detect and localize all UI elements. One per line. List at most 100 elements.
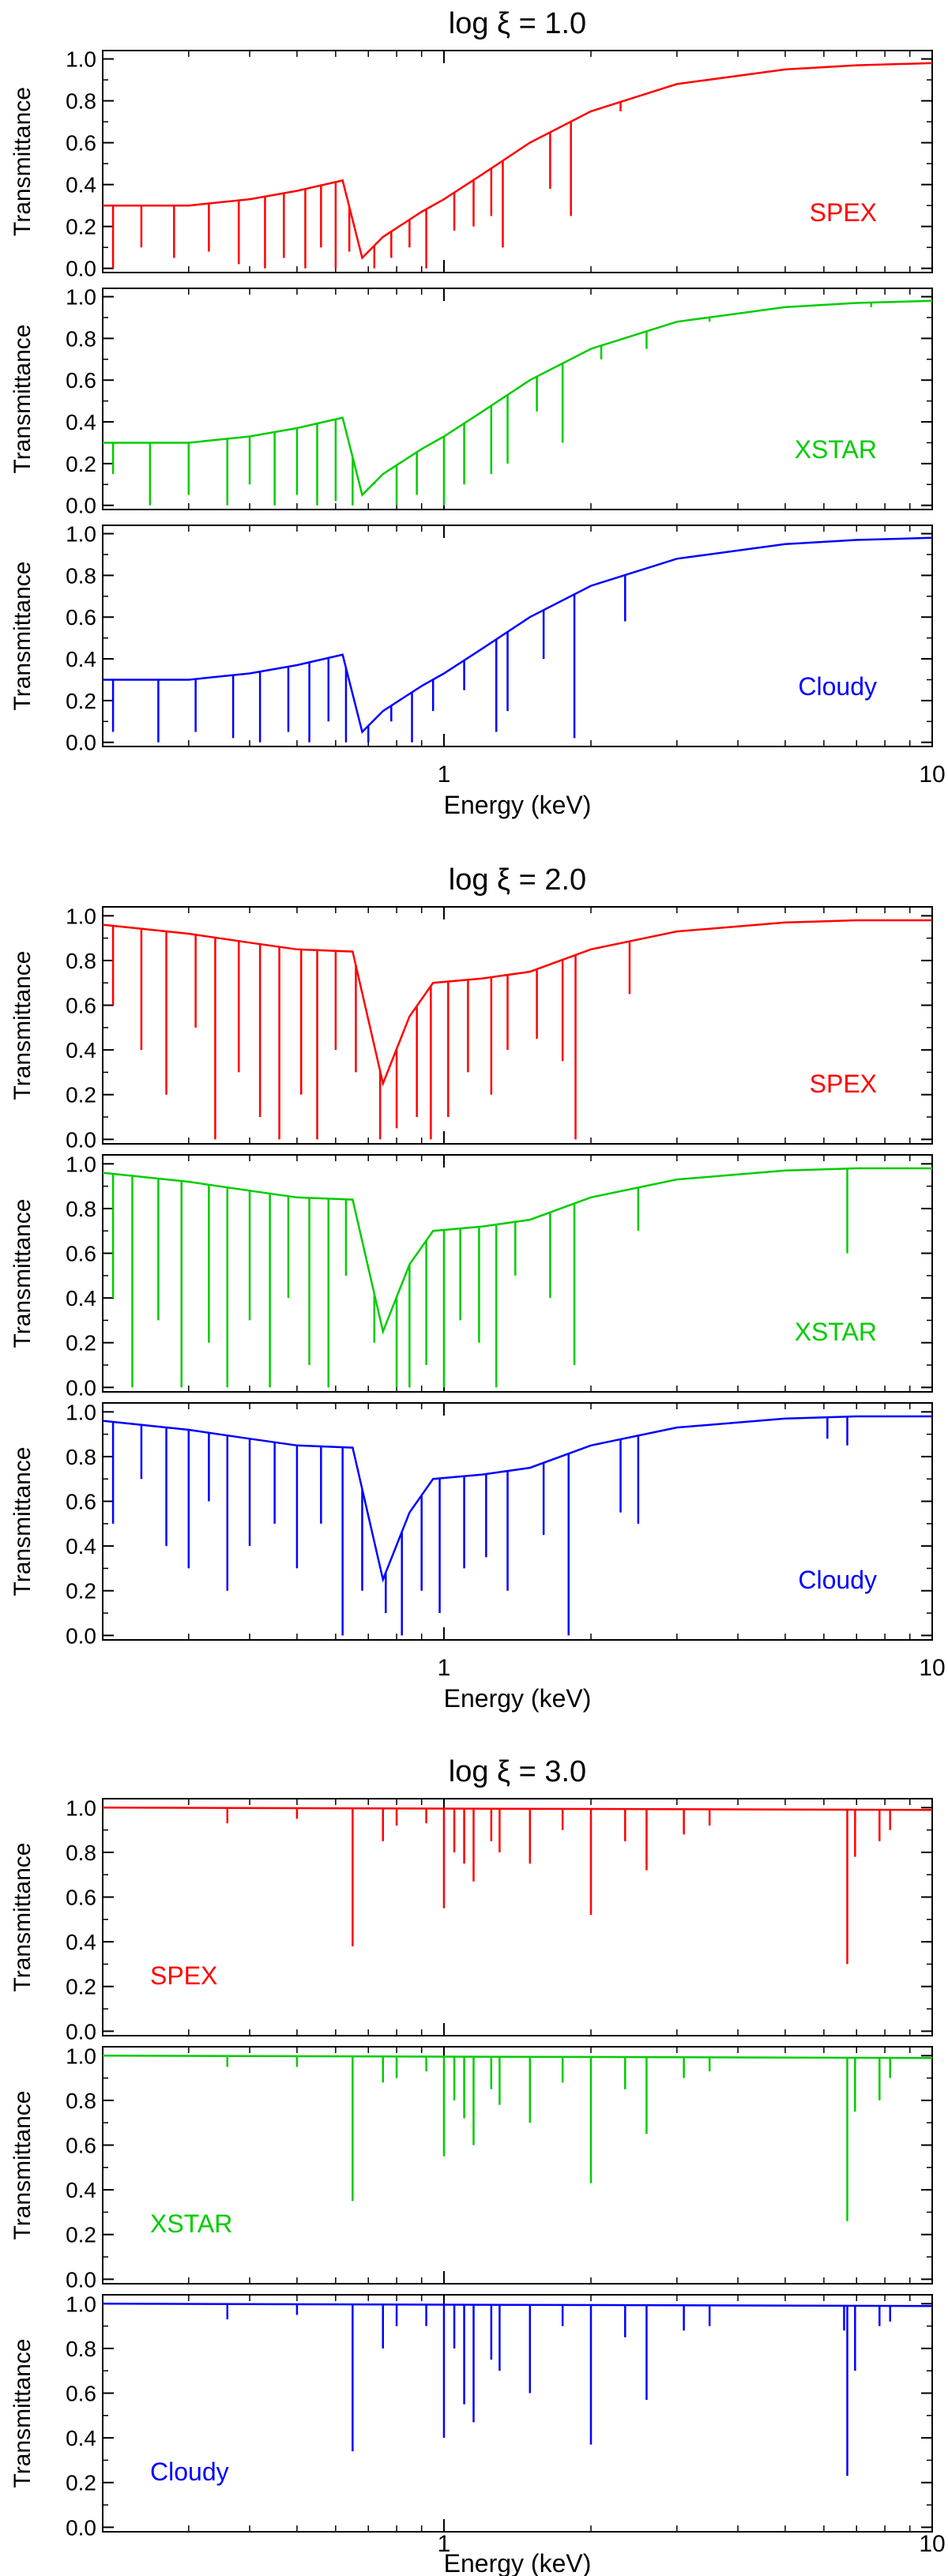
y-tick-label: 0.0 xyxy=(66,2019,96,2044)
y-axis-label: Transmittance xyxy=(9,951,36,1100)
y-axis-label: Transmittance xyxy=(9,1843,36,1992)
plot-frame xyxy=(102,2294,933,2533)
y-axis-label: Transmittance xyxy=(9,562,36,711)
y-tick-label: 0.8 xyxy=(66,2337,96,2361)
y-tick-label: 0.8 xyxy=(66,1197,96,1221)
y-axis-label: Transmittance xyxy=(9,1447,36,1596)
series-label-spex: SPEX xyxy=(810,1070,877,1098)
panel-spex: 0.0 0.2 0.4 0.6 0.8 1.0 Transmittance SPEX xyxy=(9,47,933,281)
plot-frame xyxy=(102,525,933,747)
y-tick-label: 0.2 xyxy=(66,689,96,713)
panel-xstar: 0.0 0.2 0.4 0.6 0.8 1.0 Transmittance XSTAR xyxy=(9,1152,933,1400)
y-tick-label: 1.0 xyxy=(66,2292,96,2316)
chart-title: log ξ = 3.0 xyxy=(449,1755,586,1788)
y-tick-label: 0.4 xyxy=(66,1534,96,1559)
series-label-xstar: XSTAR xyxy=(795,435,877,464)
plot-frame xyxy=(102,288,933,510)
y-tick-label: 0.8 xyxy=(66,1445,96,1469)
continuum-line xyxy=(103,299,933,497)
panel-cloudy: 0.0 0.2 0.4 0.6 0.8 1.0 Transmittance Cloudy xyxy=(9,2292,933,2540)
y-axis-label: Transmittance xyxy=(9,1199,36,1348)
panel-xstar: 0.0 0.2 0.4 0.6 0.8 1.0 Transmittance XSTAR xyxy=(9,2044,933,2292)
y-axis-label: Transmittance xyxy=(9,2339,36,2488)
x-axis-label: Energy (keV) xyxy=(444,1684,592,1713)
x-tick-label: 1 xyxy=(438,762,451,788)
y-tick-label: 0.2 xyxy=(66,2471,96,2495)
plot-frame xyxy=(102,906,933,1145)
plot-frame xyxy=(102,50,933,273)
y-axis-label: Transmittance xyxy=(9,2091,36,2240)
series-label-cloudy: Cloudy xyxy=(798,672,877,701)
y-tick-label: 0.4 xyxy=(66,1038,96,1062)
y-tick-label: 0.4 xyxy=(66,2178,96,2202)
y-tick-label: 0.2 xyxy=(66,1083,96,1107)
y-tick-label: 0.8 xyxy=(66,89,96,114)
x-tick-label: 10 xyxy=(919,762,945,788)
y-tick-label: 0.2 xyxy=(66,1975,96,1999)
panel-xstar: 0.0 0.2 0.4 0.6 0.8 1.0 Transmittance XSTAR xyxy=(9,285,933,518)
y-tick-label: 0.0 xyxy=(66,1375,96,1400)
y-tick-label: 0.8 xyxy=(66,1841,96,1865)
y-tick-label: 0.6 xyxy=(66,2134,96,2158)
y-tick-label: 0.6 xyxy=(66,1242,96,1266)
y-tick-label: 0.4 xyxy=(66,1930,96,1954)
y-tick-label: 0.2 xyxy=(66,1579,96,1604)
y-axis-label: Transmittance xyxy=(9,325,36,474)
y-tick-label: 0.0 xyxy=(66,731,96,755)
series-label-spex: SPEX xyxy=(150,1961,217,1990)
y-tick-label: 1.0 xyxy=(66,904,96,928)
y-tick-label: 0.4 xyxy=(66,410,96,434)
series-label-cloudy: Cloudy xyxy=(798,1566,877,1594)
y-tick-label: 0.0 xyxy=(66,2267,96,2292)
y-tick-label: 0.4 xyxy=(66,647,96,671)
continuum-line xyxy=(103,536,933,734)
continuum-line xyxy=(102,2303,933,2307)
y-tick-label: 1.0 xyxy=(66,2044,96,2068)
y-tick-label: 0.2 xyxy=(66,1331,96,1356)
y-tick-label: 1.0 xyxy=(66,285,96,310)
panel-spex: 0.0 0.2 0.4 0.6 0.8 1.0 Transmittance SPEX xyxy=(9,1796,933,2044)
plot-frame xyxy=(102,1154,933,1393)
y-tick-label: 1.0 xyxy=(66,1400,96,1424)
y-tick-label: 1.0 xyxy=(66,47,96,72)
y-tick-label: 0.4 xyxy=(66,2426,96,2450)
x-tick-label: 1 xyxy=(438,1655,451,1681)
continuum-line xyxy=(102,1415,932,1583)
y-tick-label: 0.6 xyxy=(66,1490,96,1514)
y-tick-label: 0.0 xyxy=(66,2515,96,2540)
y-tick-label: 0.4 xyxy=(66,1286,96,1311)
y-tick-label: 0.6 xyxy=(66,131,96,156)
panel-cloudy: 0.0 0.2 0.4 0.6 0.8 1.0 Transmittance Cloudy xyxy=(9,522,933,755)
y-tick-label: 0.6 xyxy=(66,1886,96,1910)
plot-frame xyxy=(102,1798,933,2036)
x-tick-label: 10 xyxy=(919,1655,945,1681)
y-tick-label: 0.2 xyxy=(66,215,96,239)
series-label-xstar: XSTAR xyxy=(795,1318,877,1346)
y-tick-label: 0.8 xyxy=(66,949,96,973)
y-tick-label: 0.8 xyxy=(66,2089,96,2113)
y-tick-label: 0.8 xyxy=(66,563,96,588)
y-tick-label: 0.0 xyxy=(66,257,96,281)
plot-frame xyxy=(102,1402,933,1641)
continuum-line xyxy=(102,1167,932,1335)
y-tick-label: 0.8 xyxy=(66,326,96,351)
chart-title: log ξ = 2.0 xyxy=(449,863,586,897)
series-label-cloudy: Cloudy xyxy=(150,2458,229,2486)
y-tick-label: 0.6 xyxy=(66,605,96,630)
y-tick-label: 0.6 xyxy=(66,994,96,1018)
y-tick-label: 0.0 xyxy=(66,1127,96,1152)
panel-spex: 0.0 0.2 0.4 0.6 0.8 1.0 Transmittance SPEX xyxy=(9,904,933,1152)
y-tick-label: 0.4 xyxy=(66,173,96,197)
series-label-spex: SPEX xyxy=(810,198,877,227)
panel-cloudy: 0.0 0.2 0.4 0.6 0.8 1.0 Transmittance Cloudy xyxy=(9,1400,933,1648)
y-axis-label: Transmittance xyxy=(9,87,36,236)
x-tick-label: 1 xyxy=(438,2531,451,2557)
continuum-line xyxy=(103,62,933,260)
x-tick-label: 10 xyxy=(919,2531,945,2557)
series-label-xstar: XSTAR xyxy=(150,2209,232,2238)
y-tick-label: 0.6 xyxy=(66,2382,96,2406)
y-tick-label: 1.0 xyxy=(66,1796,96,1820)
continuum-line xyxy=(102,2055,933,2059)
y-tick-label: 0.0 xyxy=(66,1623,96,1648)
plot-frame xyxy=(102,2046,933,2285)
